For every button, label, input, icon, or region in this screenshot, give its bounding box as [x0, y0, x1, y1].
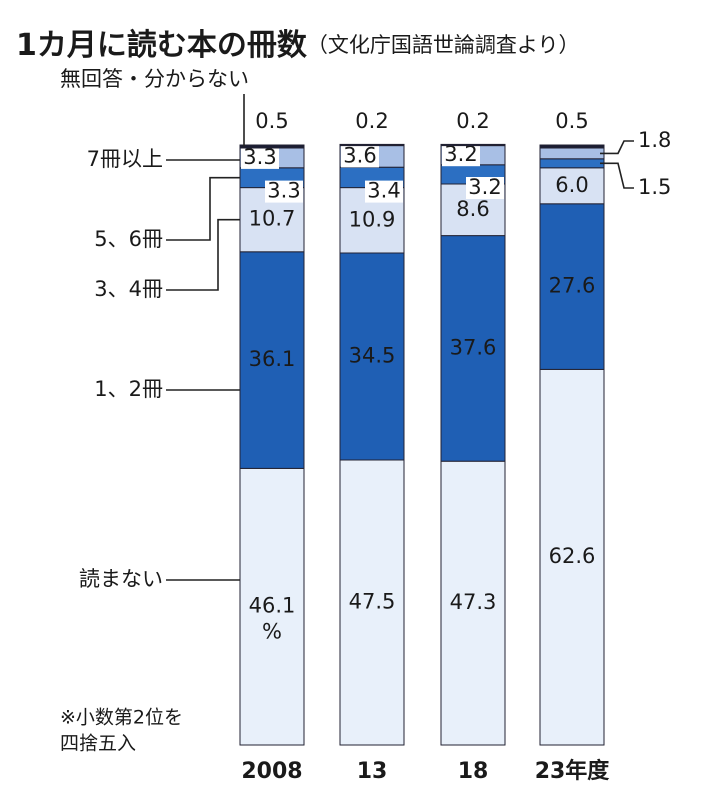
data-label: 3.6: [343, 143, 376, 167]
data-label: 0.2: [355, 109, 388, 133]
data-label: 1.5: [638, 175, 671, 199]
title: 1カ月に読む本の冊数: [16, 28, 308, 63]
leader-line: [166, 218, 240, 291]
data-label: 46.1: [249, 594, 296, 618]
label-bg: [341, 145, 379, 168]
data-label: 34.5: [349, 344, 396, 368]
label-bg: [442, 144, 480, 167]
x-tick-label: 18: [458, 759, 489, 784]
bar-segment: [239, 251, 305, 469]
data-label: 1.8: [638, 128, 671, 152]
x-tick-label: 23年度: [535, 758, 611, 784]
data-label: 3.3: [243, 145, 276, 169]
legend-label: 5、6冊: [94, 227, 163, 251]
label-bg: [466, 177, 504, 199]
data-label: 3.4: [367, 179, 400, 203]
note: 四捨五入: [60, 733, 136, 755]
data-label: 62.6: [549, 544, 596, 568]
data-label: 3.2: [468, 175, 501, 199]
bar-segment: [539, 144, 605, 149]
label-bg: [365, 180, 403, 203]
legend-label: 1、2冊: [94, 377, 163, 401]
leader-line: [600, 162, 634, 189]
legend-label: 無回答・分からない: [60, 67, 249, 91]
bar-segment: [339, 143, 405, 147]
note: ※小数第2位を: [60, 707, 183, 729]
data-label: 0.5: [255, 109, 288, 133]
data-label: 6.0: [555, 173, 588, 197]
bar-segment: [440, 143, 506, 147]
data-label: 0.2: [456, 109, 489, 133]
legend-label: 7冊以上: [87, 147, 163, 171]
data-label: 37.6: [450, 335, 497, 359]
label-bg: [241, 146, 279, 169]
data-label: 27.6: [549, 274, 596, 298]
bar-segment: [539, 167, 605, 205]
legend-label: 読まない: [79, 567, 163, 591]
subtitle: （文化庁国語世論調査より）: [307, 33, 580, 57]
data-label: 3.3: [267, 179, 300, 203]
label-bg: [265, 180, 303, 203]
data-label: 10.7: [249, 207, 296, 231]
bar-segment: [539, 147, 605, 160]
bar-segment: [539, 203, 605, 370]
chart-title: 1カ月に読む本の冊数（文化庁国語世論調査より）: [16, 28, 579, 63]
bar-segment: [440, 235, 506, 462]
x-tick-label: 2008: [241, 759, 302, 784]
unit-label: %: [262, 620, 282, 644]
bar-segment: [339, 459, 405, 746]
data-label: 36.1: [249, 347, 296, 371]
data-label: 47.5: [349, 590, 396, 614]
bar-segment: [239, 467, 305, 746]
data-label: 0.5: [555, 109, 588, 133]
data-label: 3.2: [444, 142, 477, 166]
bar-segment: [440, 460, 506, 746]
leader-line: [166, 176, 240, 241]
data-label: 47.3: [450, 590, 497, 614]
x-tick-label: 13: [357, 759, 388, 784]
legend-label: 3、4冊: [94, 277, 163, 301]
data-label: 8.6: [456, 197, 489, 221]
bar-segment: [539, 158, 605, 169]
leader-line: [600, 140, 634, 155]
data-label: 10.9: [349, 207, 396, 231]
bar-segment: [239, 144, 305, 149]
